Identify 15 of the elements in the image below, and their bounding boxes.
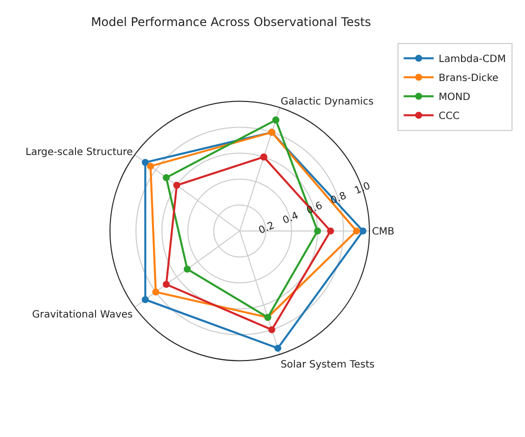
y-tick-label: 0.8 (329, 190, 348, 207)
y-tick-label: 0.6 (305, 200, 324, 217)
spoke-label: CMB (372, 226, 395, 238)
legend-label: CCC (438, 111, 460, 122)
spoke-label: Solar System Tests (280, 359, 375, 370)
y-tick-label: 0.2 (257, 220, 276, 237)
legend-label: Brans-Dicke (438, 73, 498, 84)
y-tick-label: 0.4 (281, 210, 300, 227)
legend-label: Lambda-CDM (438, 54, 506, 66)
spoke-label: Large-scale Structure (26, 146, 133, 158)
legend-label: MOND (438, 92, 471, 104)
chart-title: Model Performance Across Observational Tests (90, 14, 372, 29)
spoke-label: Galactic Dynamics (280, 96, 374, 108)
y-tick-label: 1.0 (353, 180, 372, 197)
spoke-label: Gravitational Waves (32, 309, 133, 320)
